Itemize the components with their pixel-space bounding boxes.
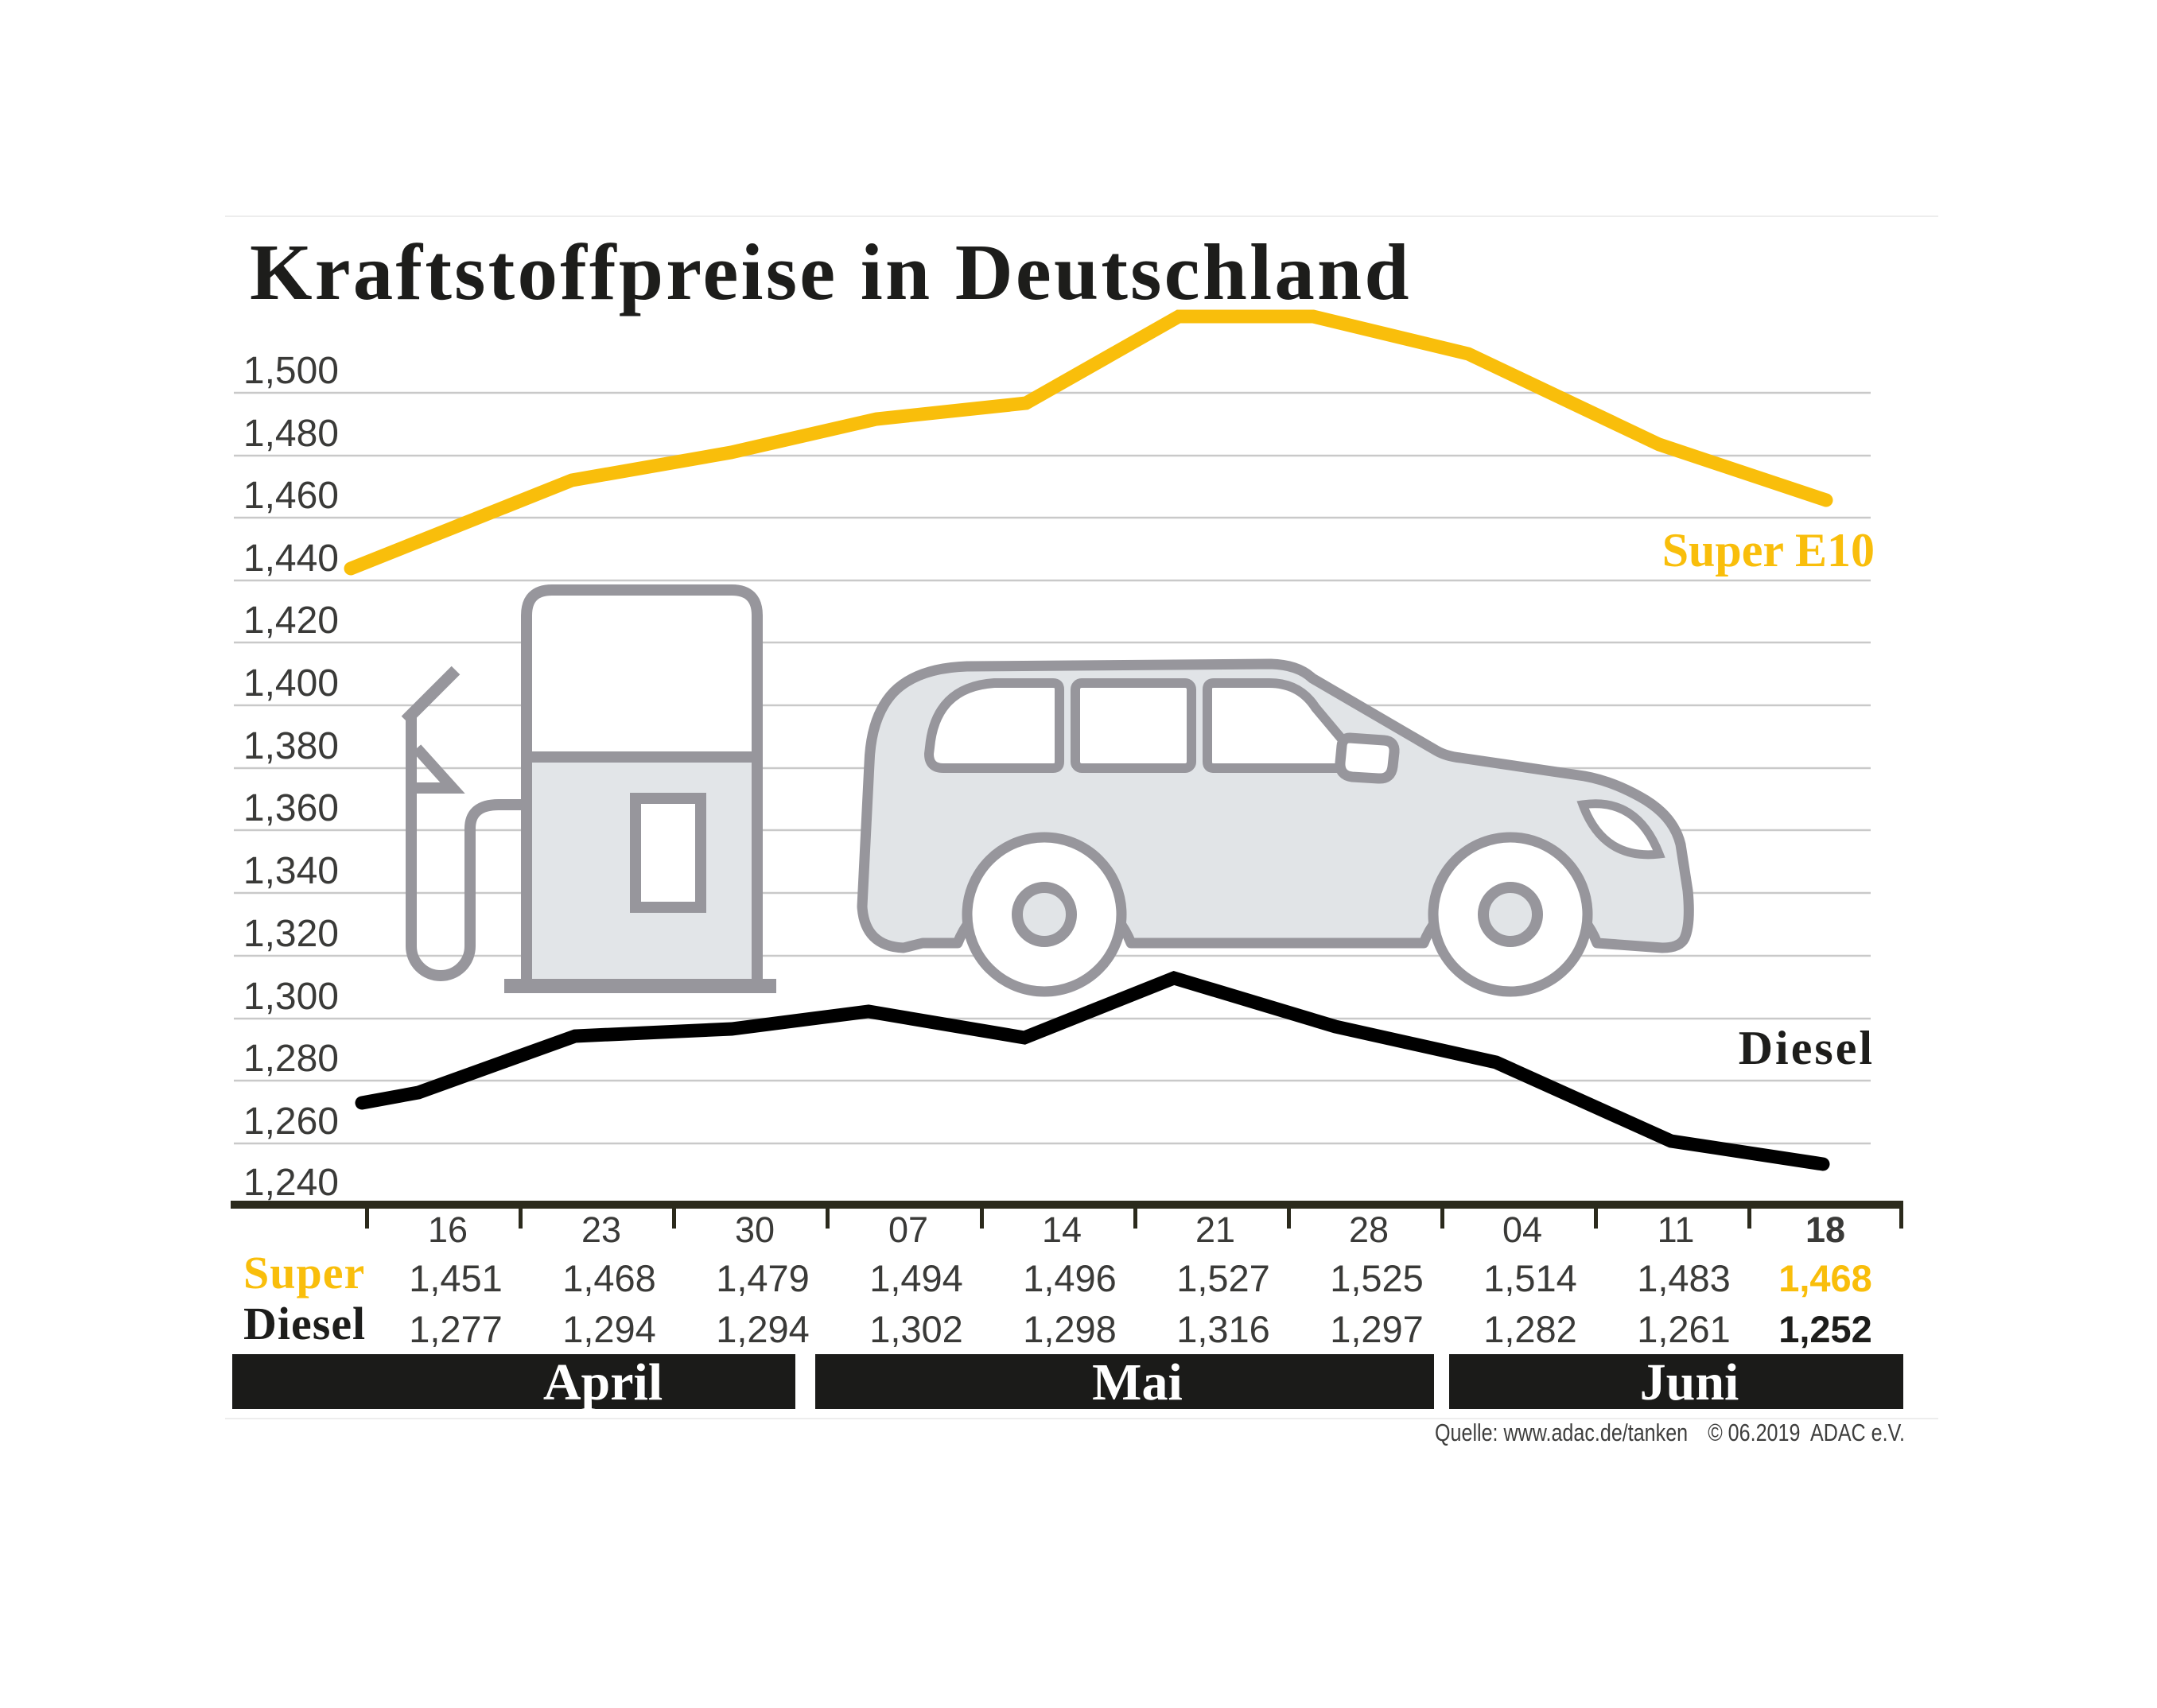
svg-text:Diesel: Diesel [243,1298,366,1349]
svg-text:30: 30 [735,1209,775,1250]
svg-text:1,440: 1,440 [243,538,339,580]
svg-text:18: 18 [1805,1209,1845,1250]
svg-text:April: April [543,1353,663,1411]
svg-text:1,380: 1,380 [243,725,339,767]
svg-text:16: 16 [428,1209,468,1250]
svg-text:1,479: 1,479 [716,1257,810,1299]
svg-text:1,316: 1,316 [1176,1308,1270,1350]
svg-text:1,297: 1,297 [1330,1308,1424,1350]
svg-text:1,240: 1,240 [243,1162,339,1204]
svg-text:1,460: 1,460 [243,475,339,517]
svg-text:1,280: 1,280 [243,1038,339,1080]
svg-text:1,298: 1,298 [1023,1308,1117,1350]
svg-text:21: 21 [1195,1209,1235,1250]
svg-text:Super E10: Super E10 [1662,524,1875,576]
svg-text:1,468: 1,468 [562,1257,656,1299]
svg-text:14: 14 [1042,1209,1082,1250]
svg-text:1,500: 1,500 [243,350,339,392]
svg-text:1,468: 1,468 [1778,1257,1872,1299]
svg-text:Mai: Mai [1092,1353,1183,1411]
svg-text:07: 07 [888,1209,928,1250]
svg-text:1,514: 1,514 [1483,1257,1577,1299]
svg-text:1,496: 1,496 [1023,1257,1117,1299]
svg-text:1,494: 1,494 [869,1257,963,1299]
svg-text:1,400: 1,400 [243,662,339,705]
svg-text:1,300: 1,300 [243,976,339,1018]
svg-text:Super: Super [243,1247,365,1298]
svg-text:1,525: 1,525 [1330,1257,1424,1299]
svg-text:1,260: 1,260 [243,1100,339,1143]
svg-text:1,420: 1,420 [243,600,339,642]
svg-text:1,451: 1,451 [409,1257,503,1299]
svg-text:04: 04 [1502,1209,1542,1250]
svg-text:Diesel: Diesel [1739,1022,1875,1074]
svg-text:23: 23 [581,1209,621,1250]
svg-text:1,261: 1,261 [1637,1308,1731,1350]
svg-text:1,340: 1,340 [243,850,339,892]
svg-text:1,483: 1,483 [1637,1257,1731,1299]
svg-text:11: 11 [1658,1209,1695,1250]
svg-text:1,302: 1,302 [869,1308,963,1350]
svg-text:1,277: 1,277 [409,1308,503,1350]
svg-text:1,282: 1,282 [1483,1308,1577,1350]
svg-text:Quelle: www.adac.de/tanken © 0: Quelle: www.adac.de/tanken © 06.2019 ADA… [1435,1419,1905,1446]
svg-text:Kraftstoffpreise in Deutschlan: Kraftstoffpreise in Deutschland [250,227,1412,316]
svg-text:28: 28 [1349,1209,1389,1250]
svg-text:Juni: Juni [1640,1353,1739,1411]
svg-text:1,320: 1,320 [243,913,339,955]
svg-text:1,360: 1,360 [243,787,339,829]
svg-text:1,294: 1,294 [716,1308,810,1350]
svg-text:1,480: 1,480 [243,413,339,455]
svg-text:1,527: 1,527 [1176,1257,1270,1299]
svg-text:1,252: 1,252 [1778,1308,1872,1350]
svg-text:1,294: 1,294 [562,1308,656,1350]
